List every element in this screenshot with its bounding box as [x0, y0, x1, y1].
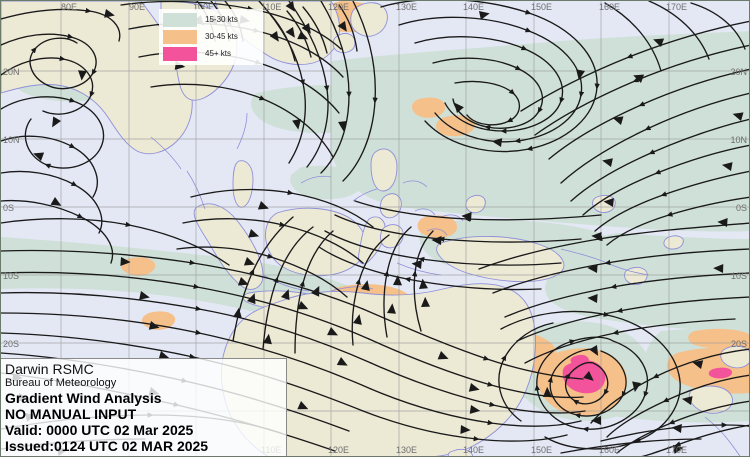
legend-item: 30-45 kts: [163, 30, 263, 44]
legend-swatch-45-plus: [163, 47, 197, 61]
legend-label-15-30: 15-30 kts: [205, 15, 238, 24]
legend-swatch-30-45: [163, 30, 197, 44]
legend-item: 45+ kts: [163, 47, 263, 61]
organisation: Bureau of Meteorology: [5, 377, 117, 389]
wind-speed-legend: 15-30 kts 30-45 kts 45+ kts: [159, 9, 263, 65]
issuing-centre: Darwin RSMC: [5, 361, 94, 377]
product-info-box: Darwin RSMC Bureau of Meteorology Gradie…: [1, 358, 287, 456]
coastline-detail: [150, 112, 741, 456]
valid-time: Valid: 0000 UTC 02 Mar 2025: [5, 422, 194, 438]
legend-label-45-plus: 45+ kts: [205, 49, 232, 58]
manual-input-status: NO MANUAL INPUT: [5, 406, 137, 422]
product-title: Gradient Wind Analysis: [5, 390, 162, 406]
legend-label-30-45: 30-45 kts: [205, 32, 238, 41]
issued-time: Issued:0124 UTC 02 MAR 2025: [5, 438, 209, 454]
legend-swatch-15-30: [163, 13, 197, 27]
legend-item: 15-30 kts: [163, 13, 263, 27]
